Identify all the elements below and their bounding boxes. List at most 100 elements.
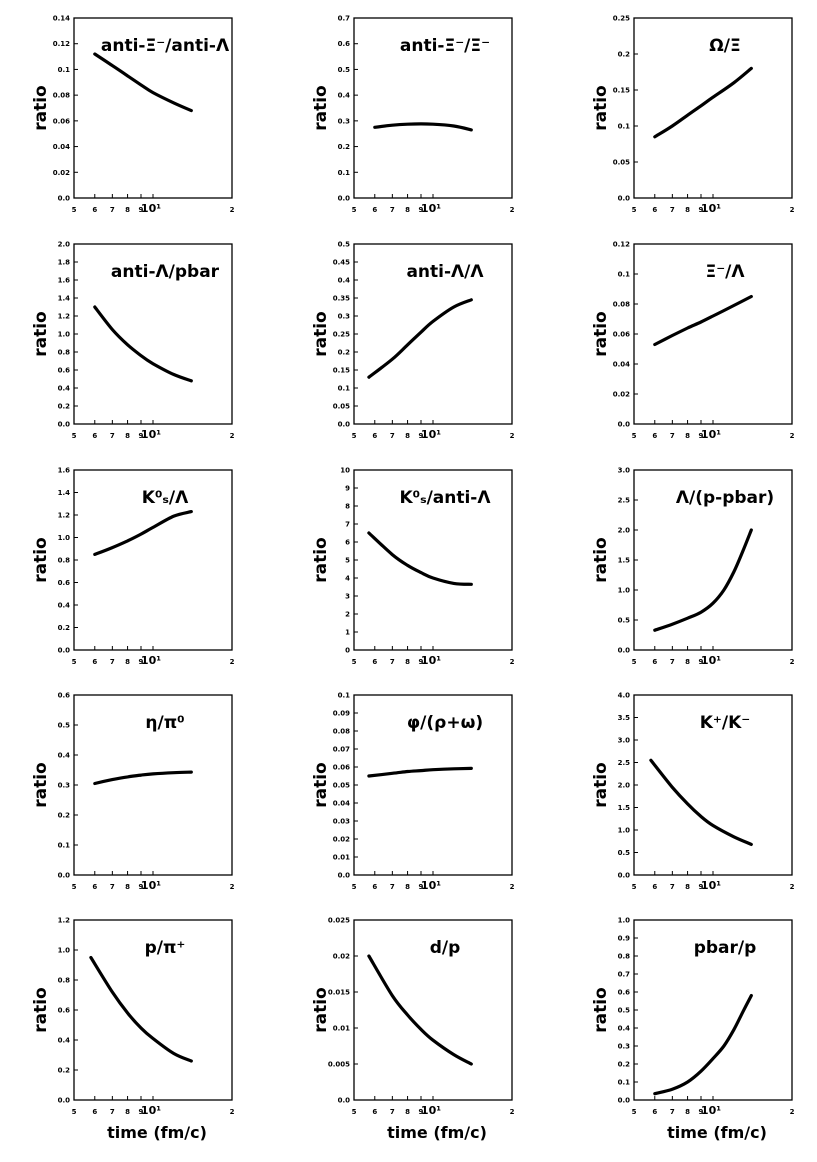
chart-panel: 0.0 0.2 0.4 0.6 0.8 1.0 1.2 5 6 7 8 9 10¹ 2 ratio p/π⁺ t… (0, 902, 270, 1162)
y-tick-label: 0.8 (58, 977, 71, 985)
chart-title: anti-Λ/Λ (406, 262, 484, 282)
x-tick-label: 5 (352, 432, 357, 440)
x-tick-label: 6 (372, 432, 377, 440)
series-line (649, 758, 753, 846)
x-tick-label: 9 (419, 206, 424, 214)
y-tick-label: 0.1 (618, 123, 631, 131)
y-tick-label: 9 (345, 485, 350, 493)
y-tick-label: 0.6 (58, 692, 71, 700)
chart-title: φ/(ρ+ω) (407, 713, 483, 733)
y-tick-label: 1.5 (618, 804, 631, 812)
x-tick-label: 2 (230, 883, 235, 891)
y-tick-label: 0.1 (618, 271, 631, 279)
y-tick-label: 10 (340, 467, 350, 475)
x-tick-label: 2 (790, 883, 795, 891)
x-tick-label: 9 (699, 432, 704, 440)
x-tick-label: 7 (390, 432, 395, 440)
chart-panel: 0.0 0.05 0.1 0.15 0.2 0.25 5 6 7 8 9 10¹ 2 ratio Ω/Ξ (560, 0, 817, 230)
chart-panel: 0.0 0.2 0.4 0.6 0.8 1.0 1.2 1.4 1.6 5 6 7 8 9 10¹ 2 rati… (0, 452, 270, 682)
chart-panel: 0.0 0.1 0.2 0.3 0.4 0.5 0.6 5 6 7 8 9 10¹ 2 ratio η/π⁰ (0, 677, 270, 907)
y-tick-label: 0.0 (58, 872, 71, 880)
y-tick-label: 8 (345, 503, 350, 511)
x-axis-label: time (fm/c) (667, 1123, 767, 1142)
y-tick-label: 0.2 (58, 403, 71, 411)
x-tick-label: 8 (125, 883, 130, 891)
y-axis-label: ratio (31, 762, 51, 808)
y-tick-label: 0.5 (618, 617, 631, 625)
series-line (653, 994, 753, 1096)
y-tick-label: 0.14 (53, 15, 70, 23)
y-tick-label: 0.04 (333, 800, 350, 808)
x-tick-label: 7 (670, 883, 675, 891)
x-tick-label: 10¹ (701, 202, 721, 215)
y-tick-label: 0.2 (618, 1061, 631, 1069)
x-tick-label: 2 (230, 432, 235, 440)
x-tick-label: 8 (125, 1108, 130, 1116)
x-tick-label: 2 (230, 206, 235, 214)
y-tick-label: 0.5 (338, 66, 351, 74)
y-tick-label: 0.2 (618, 51, 631, 59)
chart-svg: 0.0 0.1 0.2 0.3 0.4 0.5 0.6 0.7 0.8 0.9 1.0 5 6 7 8 910… (591, 917, 795, 1143)
x-tick-label: 9 (139, 206, 144, 214)
y-tick-label: 0.025 (328, 917, 350, 925)
y-tick-label: 0.15 (613, 87, 630, 95)
x-tick-label: 7 (670, 432, 675, 440)
y-tick-label: 0.5 (338, 241, 351, 249)
y-tick-label: 1.4 (58, 489, 71, 497)
y-tick-label: 0.0 (58, 421, 71, 429)
y-tick-label: 0.01 (333, 854, 350, 862)
x-tick-label: 6 (652, 658, 657, 666)
x-tick-label: 8 (405, 1108, 410, 1116)
y-tick-label: 1.0 (618, 827, 631, 835)
x-tick-label: 9 (699, 658, 704, 666)
y-tick-label: 1.4 (58, 295, 71, 303)
x-tick-label: 8 (125, 206, 130, 214)
y-tick-label: 0.015 (328, 989, 350, 997)
y-tick-label: 2.5 (618, 497, 631, 505)
x-tick-label: 10¹ (701, 654, 721, 667)
y-axis-label: ratio (591, 85, 611, 131)
y-tick-label: 0.04 (613, 361, 630, 369)
x-axis-label: time (fm/c) (107, 1123, 207, 1142)
x-tick-label: 8 (685, 432, 690, 440)
x-tick-label: 5 (352, 658, 357, 666)
y-tick-label: 0.8 (58, 349, 71, 357)
y-tick-label: 0.02 (53, 169, 70, 177)
x-tick-label: 7 (110, 658, 115, 666)
y-tick-label: 0.0 (338, 1097, 351, 1105)
y-tick-label: 1.8 (58, 259, 71, 267)
y-tick-label: 1.0 (618, 917, 631, 925)
x-tick-label: 9 (699, 206, 704, 214)
y-tick-label: 2.0 (58, 241, 71, 249)
x-tick-label: 10¹ (701, 1104, 721, 1117)
series-line (93, 305, 193, 383)
y-tick-label: 6 (345, 539, 350, 547)
series-line (653, 66, 753, 139)
series-line (93, 510, 193, 556)
x-tick-label: 9 (139, 1108, 144, 1116)
y-axis-label: ratio (31, 537, 51, 583)
y-tick-label: 0.4 (58, 1037, 71, 1045)
x-tick-label: 2 (790, 432, 795, 440)
x-tick-label: 9 (699, 883, 704, 891)
chart-panel: 0.0 0.5 1.0 1.5 2.0 2.5 3.0 3.5 4.0 5 6 7 8 9 10¹ 2 rati… (560, 677, 817, 907)
y-tick-label: 0.1 (338, 692, 351, 700)
chart-panel: 0.0 0.2 0.4 0.6 0.8 1.0 1.2 1.4 1.6 1.8 2.0 5 6 7 8 9 10… (0, 226, 270, 456)
chart-title: anti-Λ/pbar (111, 262, 220, 282)
x-tick-label: 8 (685, 206, 690, 214)
x-tick-label: 9 (139, 883, 144, 891)
x-tick-label: 6 (92, 883, 97, 891)
y-tick-label: 0.45 (333, 259, 350, 267)
x-tick-label: 9 (139, 432, 144, 440)
x-tick-label: 5 (72, 658, 77, 666)
x-tick-label: 10¹ (421, 654, 441, 667)
chart-panel: 0.0 0.005 0.01 0.015 0.02 0.025 5 6 7 8 9 10¹ 2 ratio… (280, 902, 550, 1162)
y-tick-label: 0.0 (58, 647, 71, 655)
y-tick-label: 0.4 (618, 1025, 631, 1033)
y-tick-label: 0.06 (53, 117, 70, 125)
y-tick-label: 0.5 (618, 1007, 631, 1015)
y-tick-label: 1.0 (58, 947, 71, 955)
